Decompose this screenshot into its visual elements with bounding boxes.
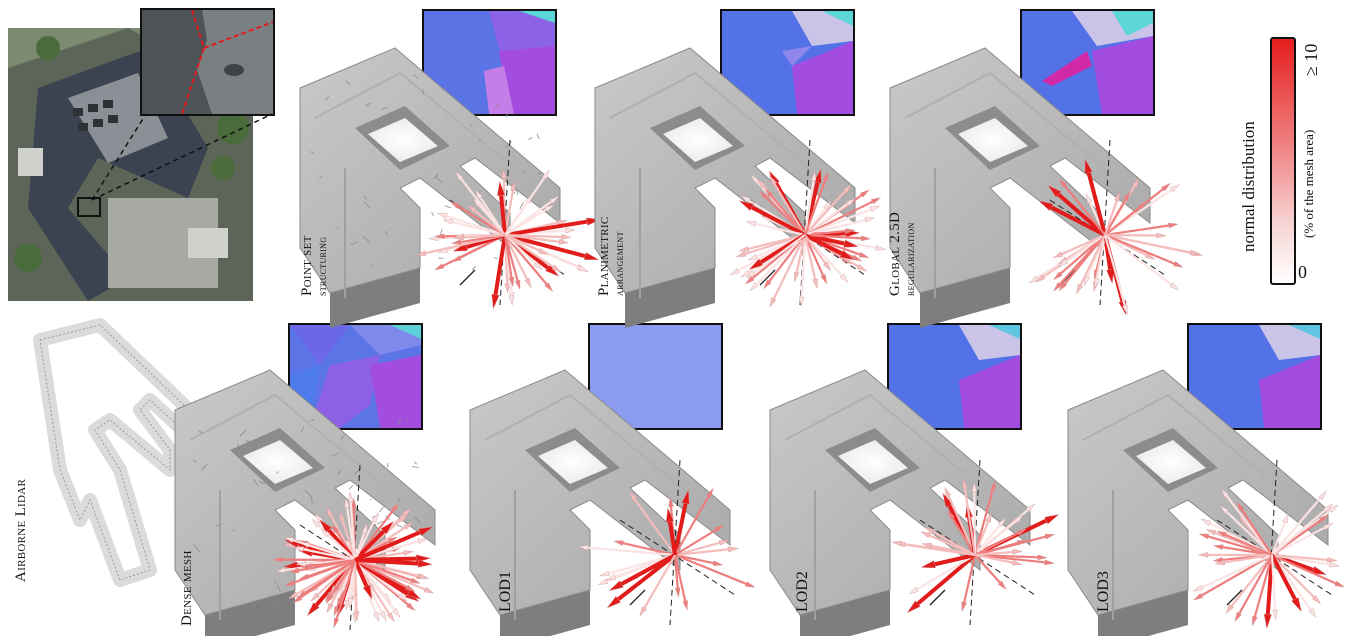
label-line1: Planimetric [597, 217, 613, 296]
label-line1: LOD2 [795, 571, 812, 612]
label-line1: Global 2.5D [888, 212, 904, 296]
label-line1: Dense mesh [180, 550, 196, 626]
label-dense-mesh: Dense mesh [180, 550, 196, 626]
label-point-set-structuring: Point set structuring [300, 235, 328, 296]
legend-title-text: normal distribution [1239, 121, 1258, 252]
legend-max-label: ≥ 10 [1302, 44, 1321, 76]
label-lod1: LOD1 [498, 571, 515, 612]
label-line1: Airborne Lidar [14, 479, 30, 582]
legend-subtitle-text: (% of the mesh area) [1301, 130, 1316, 238]
label-line1: LOD1 [498, 571, 515, 612]
legend-title: normal distribution [1240, 121, 1258, 252]
label-lod2: LOD2 [795, 571, 812, 612]
legend-subtitle: (% of the mesh area) [1302, 130, 1316, 238]
legend-color-bar [1270, 37, 1296, 285]
legend-min-label: 0 [1298, 262, 1307, 283]
label-line2: structuring [316, 235, 329, 296]
building-global [890, 48, 1150, 328]
label-airborne-lidar: Airborne Lidar [14, 479, 30, 582]
label-global-regularization: Global 2.5D regularization [888, 212, 916, 296]
label-line2: regularization [904, 212, 917, 296]
label-planimetric-arrangement: Planimetric arrangement [597, 217, 625, 296]
label-line2: arrangement [613, 217, 626, 296]
building-dense-mesh [175, 370, 435, 636]
legend-max-text: ≥ 10 [1301, 44, 1321, 76]
building-point-set [300, 48, 560, 328]
label-line1: Point set [300, 235, 316, 296]
label-lod3: LOD3 [1096, 571, 1113, 612]
label-line1: LOD3 [1096, 571, 1113, 612]
